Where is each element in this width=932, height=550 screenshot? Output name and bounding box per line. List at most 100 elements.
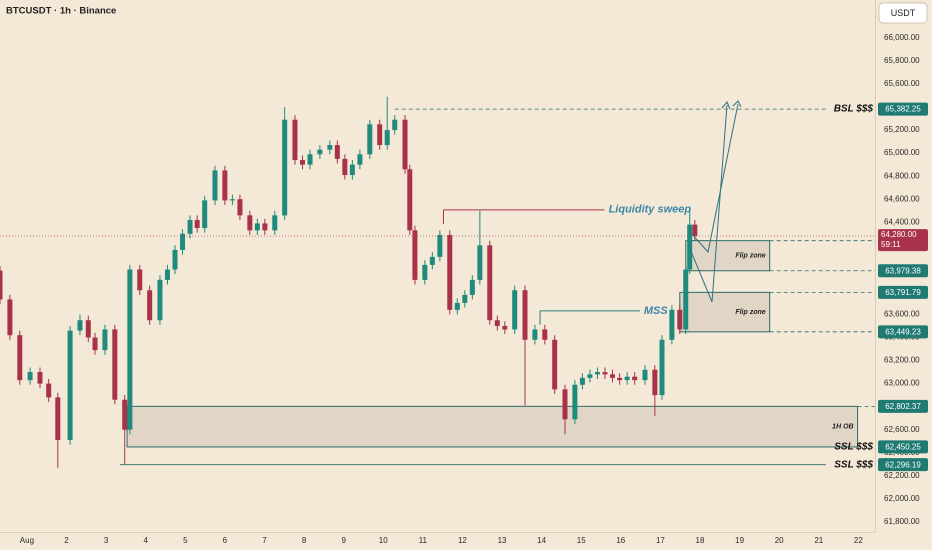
candle-body [610,374,615,378]
zone [685,240,771,272]
x-tick-label: 20 [775,536,784,545]
candle-body [307,154,313,165]
candle-body [652,369,658,396]
candle-body [542,329,548,340]
candle-body [272,215,278,231]
candle-body [262,223,268,231]
x-tick-label: 19 [735,536,744,545]
x-tick-label: 10 [379,536,388,545]
candle-body [502,325,508,330]
candle-body [357,154,363,165]
projection-arrows [687,100,742,303]
level-badge [878,264,928,278]
candle-body [27,372,33,381]
y-tick-label: 65,800.00 [884,56,920,65]
x-tick-label: 2 [64,536,69,545]
candle-body [392,119,398,131]
symbol-title: BTCUSDT · 1h · Binance [6,6,116,17]
y-tick-label: 62,600.00 [884,425,920,434]
level-badge [878,285,928,299]
candle-body [46,383,52,398]
candle-body [669,309,675,340]
candle-body [349,164,355,176]
axes: 61,800.0062,000.0062,200.0062,400.0062,6… [20,33,928,545]
candle-body [407,169,413,231]
candle-body [522,290,528,340]
candle-body [127,269,133,430]
candle-body [112,329,118,400]
x-tick-label: 11 [419,536,428,545]
candle-body [587,374,593,378]
y-tick-label: 62,000.00 [884,494,920,503]
candle-body [377,124,383,146]
candle-body [487,245,493,321]
y-tick-label: 63,200.00 [884,356,920,365]
y-tick-label: 61,800.00 [884,517,920,526]
x-tick-label: 13 [498,536,507,545]
candle-body [254,223,260,231]
candle-body [292,119,298,161]
candle-body [494,320,500,326]
candle-body [222,170,228,201]
level-text: BSL $$$ [834,104,874,115]
candle-body [477,245,483,280]
candle-body [67,330,73,441]
level-text: SSL $$$ [834,459,873,470]
currency-label[interactable]: USDT [891,8,916,18]
x-tick-label: 22 [854,536,863,545]
zone-label: 1H OB [832,423,853,430]
level-text: SSL $$$ [834,442,873,453]
x-tick-label: 7 [262,536,267,545]
candle-body [37,372,43,384]
x-tick-label: 12 [458,536,467,545]
candle-body [512,290,518,330]
candle-body [384,130,390,146]
level-badge [878,102,928,116]
x-tick-label: 21 [814,536,823,545]
zone-label: Flip zone [735,253,765,260]
candle-body [17,335,23,381]
currency-button[interactable] [878,2,928,24]
x-tick-label: 6 [223,536,228,545]
y-tick-label: 64,800.00 [884,171,920,180]
candle-body [532,329,538,340]
x-tick-label: 8 [302,536,307,545]
candle-body [659,339,665,396]
candle-body [624,376,630,381]
candle-body [454,302,460,310]
y-tick-label: 65,600.00 [884,79,920,88]
candle-body [402,119,408,170]
candle-body [367,124,373,155]
level-badge-label: 62,450.25 [885,443,921,452]
candle-body [594,372,600,375]
candle-body [77,320,83,331]
candle-body [642,369,648,381]
candle-body [602,372,608,375]
candle-body [632,376,638,381]
x-tick-label: 3 [104,536,109,545]
current-countdown: 59:11 [881,240,901,249]
candle-body [692,224,698,237]
x-tick-label: 15 [577,536,586,545]
plot-area: Flip zone Flip zone 1H OB BSL $$$ SSL $$$ SSL… [0,96,875,470]
level-badge [878,325,928,339]
level-badge-label: 65,382.25 [885,105,921,114]
candle-body [85,320,91,338]
x-tick-label: 14 [537,536,546,545]
arrow-head [732,100,742,108]
y-tick-label: 66,000.00 [884,33,920,42]
arrow [687,104,728,303]
candle-body [437,234,443,257]
y-tick-label: 64,400.00 [884,217,920,226]
candle-body [194,219,200,229]
candle-body [677,309,683,330]
candle-body [187,219,193,234]
candle-body [212,170,218,201]
x-tick-label: 4 [143,536,148,545]
candle-body [0,270,3,300]
candle-body [7,299,13,336]
candle-body [462,294,468,303]
candle-body [157,279,163,321]
candle-body [552,339,558,390]
